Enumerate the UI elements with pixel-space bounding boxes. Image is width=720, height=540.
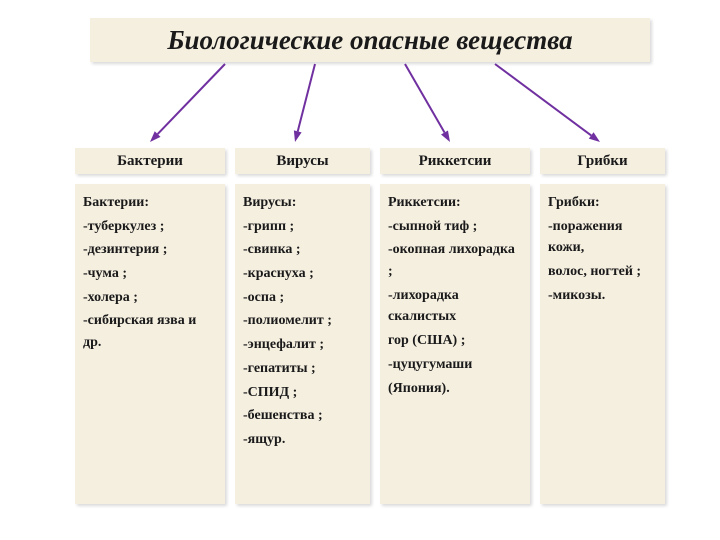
list-item: -краснуха ;: [243, 263, 362, 285]
list-item: -свинка ;: [243, 239, 362, 261]
list-item: -окопная лихорадка ;: [388, 239, 522, 282]
category-header-label: Грибки: [577, 153, 627, 170]
list-item: -гепатиты ;: [243, 358, 362, 380]
category-body-title: Риккетсии:: [388, 192, 522, 214]
list-item: -ящур.: [243, 429, 362, 451]
category-header-rickettsiae: Риккетсии: [380, 148, 530, 174]
list-item: гор (США) ;: [388, 330, 522, 352]
list-item: -чума ;: [83, 263, 217, 285]
list-item: -туберкулез ;: [83, 216, 217, 238]
list-item: -дезинтерия ;: [83, 239, 217, 261]
list-item: -микозы.: [548, 285, 657, 307]
arrow-line-0: [158, 64, 225, 134]
list-item: -цуцугумаши: [388, 354, 522, 376]
arrow-head-3: [589, 132, 600, 142]
arrow-line-1: [298, 64, 315, 131]
category-body-title: Вирусы:: [243, 192, 362, 214]
list-item: -холера ;: [83, 287, 217, 309]
list-item: волос, ногтей ;: [548, 261, 657, 283]
list-item: -сибирская язва и др.: [83, 310, 217, 353]
title-box: Биологические опасные вещества: [90, 18, 650, 62]
arrow-head-0: [150, 131, 161, 142]
arrow-head-1: [294, 130, 302, 142]
category-body-bacteria: Бактерии:-туберкулез ;-дезинтерия ;-чума…: [75, 184, 225, 504]
list-item: -СПИД ;: [243, 382, 362, 404]
list-item: (Япония).: [388, 378, 522, 400]
page-title: Биологические опасные вещества: [167, 25, 572, 56]
list-item: -поражения кожи,: [548, 216, 657, 259]
list-item: -оспа ;: [243, 287, 362, 309]
category-body-title: Грибки:: [548, 192, 657, 214]
list-item: -лихорадка скалистых: [388, 285, 522, 328]
list-item: -полиомелит ;: [243, 310, 362, 332]
arrow-line-2: [405, 64, 445, 132]
list-item: -энцефалит ;: [243, 334, 362, 356]
category-header-bacteria: Бактерии: [75, 148, 225, 174]
arrow-head-2: [441, 130, 450, 142]
category-header-label: Вирусы: [276, 153, 328, 170]
category-body-title: Бактерии:: [83, 192, 217, 214]
arrow-line-3: [495, 64, 591, 135]
category-body-fungi: Грибки:-поражения кожи,волос, ногтей ;-м…: [540, 184, 665, 504]
category-body-rickettsiae: Риккетсии:-сыпной тиф ;-окопная лихорадк…: [380, 184, 530, 504]
category-body-viruses: Вирусы:-грипп ;-свинка ;-краснуха ;-оспа…: [235, 184, 370, 504]
list-item: -сыпной тиф ;: [388, 216, 522, 238]
category-header-fungi: Грибки: [540, 148, 665, 174]
category-header-label: Риккетсии: [419, 153, 492, 170]
list-item: -грипп ;: [243, 216, 362, 238]
category-header-label: Бактерии: [117, 153, 183, 170]
category-header-viruses: Вирусы: [235, 148, 370, 174]
list-item: -бешенства ;: [243, 405, 362, 427]
